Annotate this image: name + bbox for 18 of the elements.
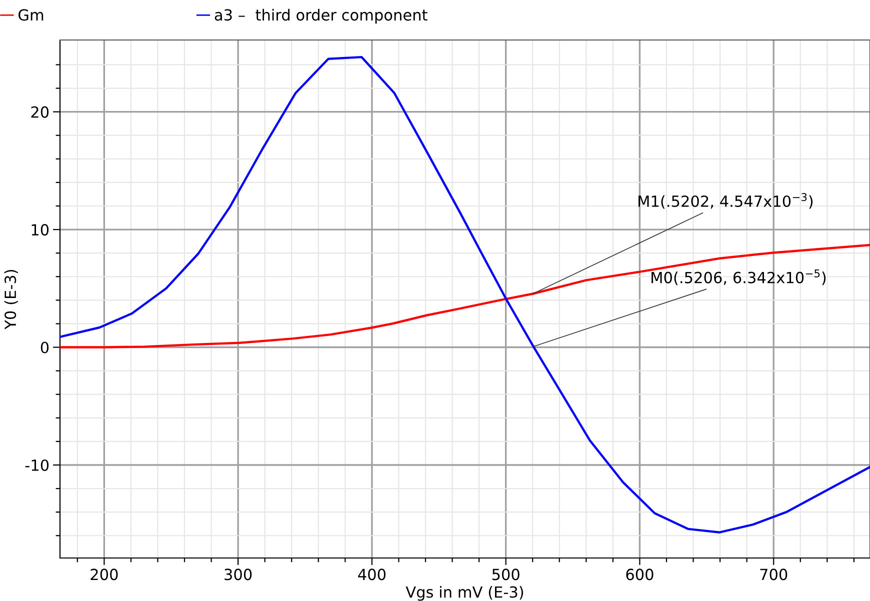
y-tick-label: 0 xyxy=(40,342,49,354)
legend-label: a3 – third order component xyxy=(214,8,428,24)
x-tick-label: 700 xyxy=(760,568,788,580)
x-axis-title: Vgs in mV (E-3) xyxy=(406,586,524,601)
line-series xyxy=(60,244,870,348)
x-tick-label: 300 xyxy=(224,568,252,580)
y-tick-label: 20 xyxy=(31,106,49,118)
annotation: M1(.5202, 4.547x10$^{−3}$) xyxy=(638,193,813,209)
legend-label: Gm xyxy=(18,9,44,21)
y-axis-title: Y0 (E-3) xyxy=(4,270,18,330)
annotation: M0(.5206, 6.342x10$^{−5}$) xyxy=(652,269,826,286)
x-tick-label: 400 xyxy=(358,568,386,580)
y-tick-label: 10 xyxy=(32,224,49,236)
x-tick-label: 200 xyxy=(90,568,118,580)
line-series xyxy=(60,56,870,534)
x-tick-label: 600 xyxy=(626,568,654,580)
x-tick-label: 500 xyxy=(492,568,520,580)
y-tick-label: -10 xyxy=(25,459,49,472)
